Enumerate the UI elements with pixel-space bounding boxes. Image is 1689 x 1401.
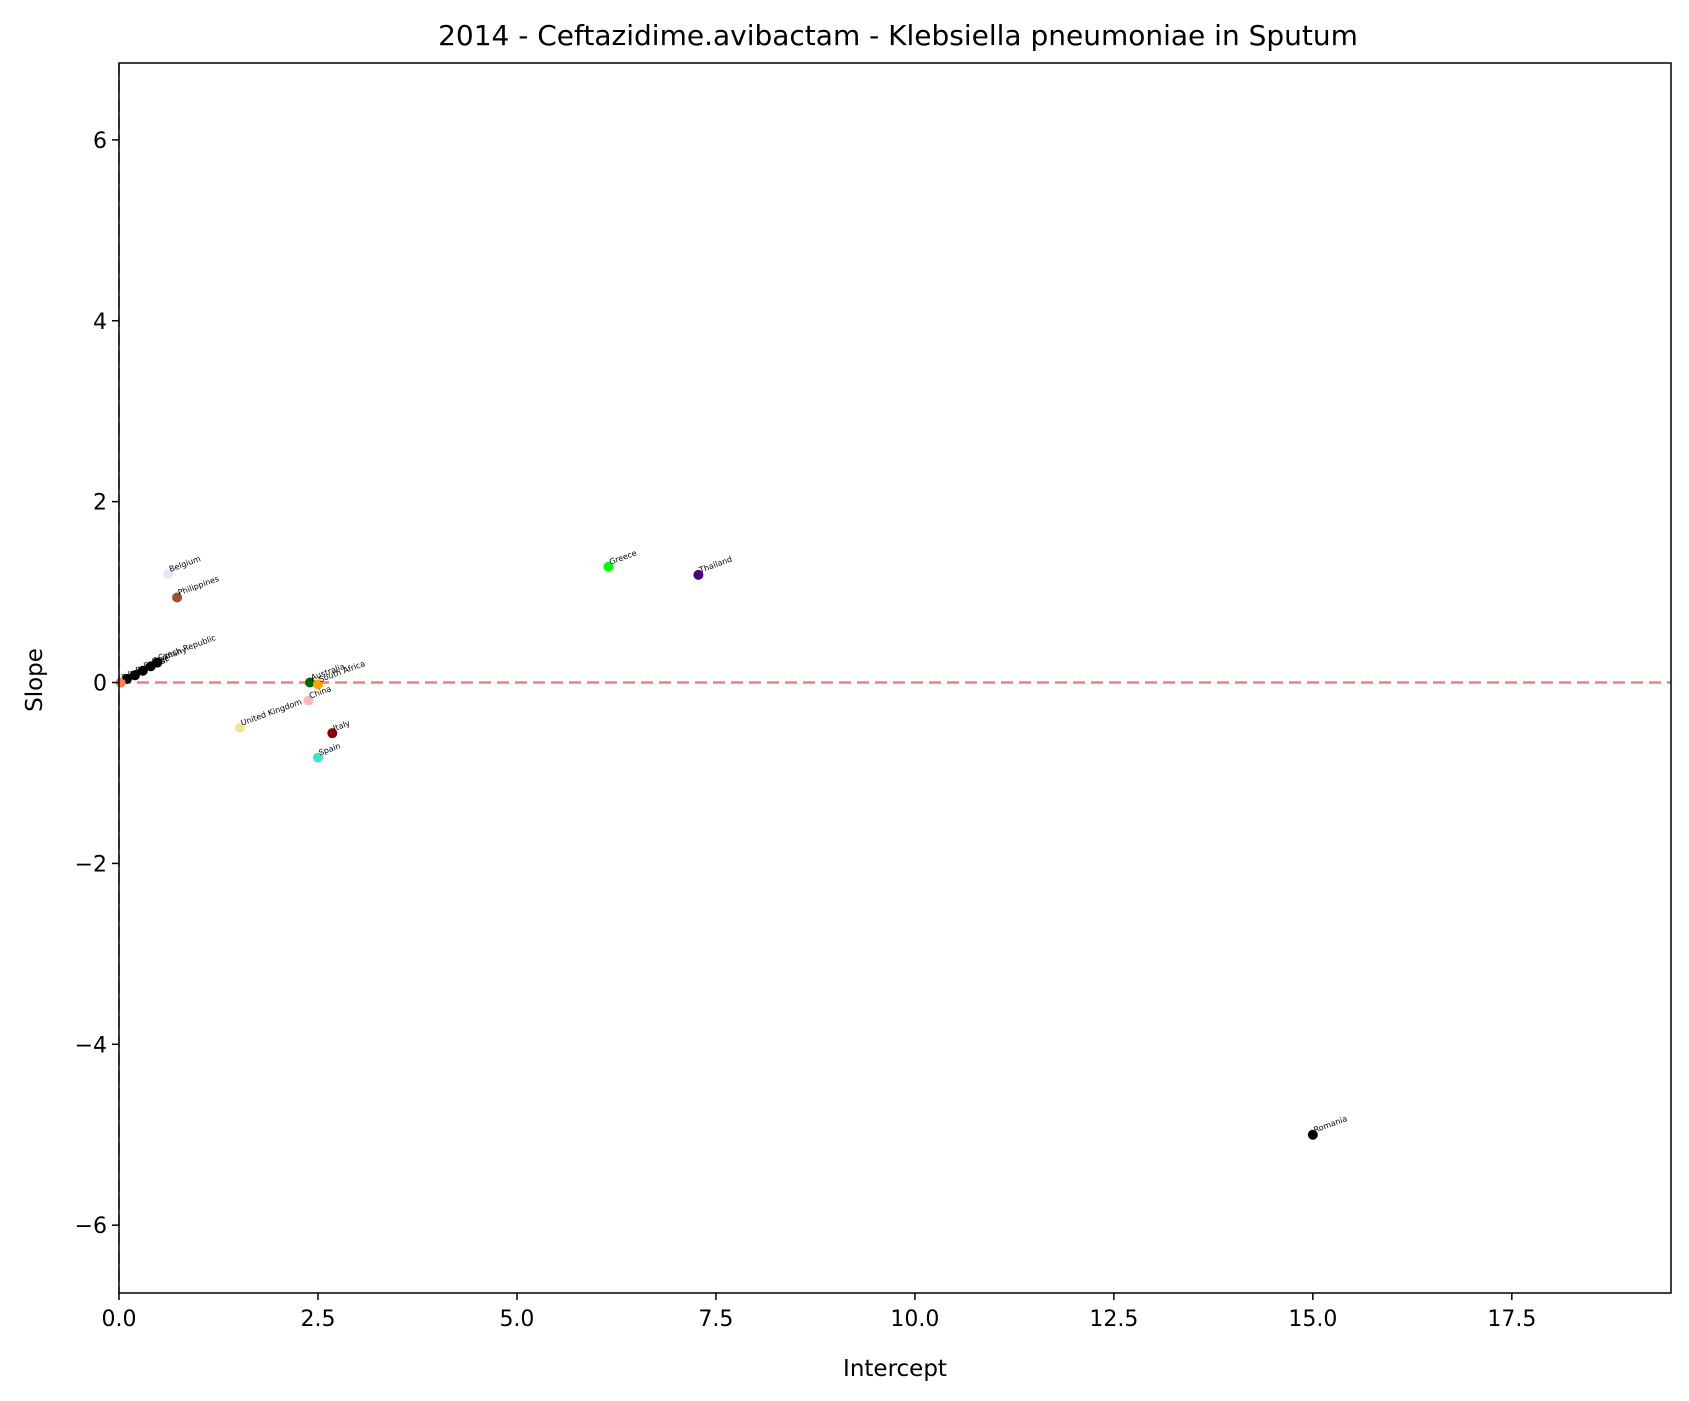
x-tick-label: 2.5: [300, 1307, 335, 1332]
data-point: [172, 592, 183, 603]
chart-title: 2014 - Ceftazidime.avibactam - Klebsiell…: [438, 19, 1358, 52]
x-tick-label: 17.5: [1487, 1307, 1536, 1332]
data-point: [1307, 1129, 1318, 1140]
y-tick-label: −6: [75, 1214, 107, 1239]
data-points: [115, 561, 1318, 1140]
y-axis-label: Slope: [22, 648, 48, 712]
data-point: [129, 670, 140, 681]
data-point: [137, 665, 148, 676]
x-tick-label: 10.0: [890, 1307, 939, 1332]
y-axis-ticks: −6 −4 −2 0 2 4 6: [75, 129, 119, 1239]
data-point: [312, 679, 323, 690]
x-axis-ticks: 0.0 2.5 5.0 7.5 10.0 12.5 15.0 17.5: [102, 1293, 1536, 1332]
y-tick-label: 2: [93, 491, 107, 516]
x-tick-label: 12.5: [1089, 1307, 1138, 1332]
x-axis-label: Intercept: [843, 1356, 947, 1382]
y-tick-label: 0: [93, 672, 107, 697]
x-tick-label: 7.5: [698, 1307, 733, 1332]
data-point: [163, 568, 174, 579]
data-point: [693, 569, 704, 580]
data-point: [327, 728, 338, 739]
y-tick-label: 4: [93, 310, 107, 335]
data-point: [603, 561, 614, 572]
x-tick-label: 15.0: [1288, 1307, 1337, 1332]
x-tick-label: 0.0: [102, 1307, 137, 1332]
data-point: [305, 677, 316, 688]
plot-frame: [118, 62, 1672, 1294]
data-point: [312, 752, 323, 763]
x-tick-label: 5.0: [499, 1307, 534, 1332]
data-point: [145, 661, 156, 672]
y-tick-label: −4: [75, 1033, 107, 1058]
data-point: [234, 722, 245, 733]
data-point: [303, 695, 314, 706]
data-point: [115, 677, 126, 688]
plot-area: [119, 63, 1671, 1293]
y-tick-label: 6: [93, 129, 107, 154]
y-tick-label: −2: [75, 852, 107, 877]
